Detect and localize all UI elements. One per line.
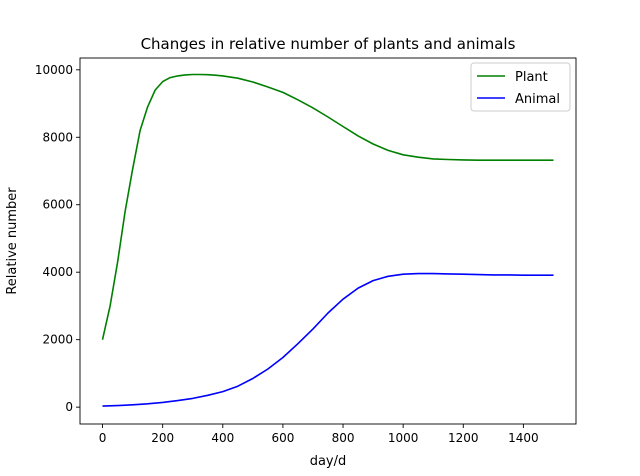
x-axis-label: day/d bbox=[310, 454, 347, 469]
plot-area: 0 200 400 600 800 1000 1200 1400 0 2000 4000 6000 80… bbox=[35, 57, 577, 445]
y-tick-label: 8000 bbox=[42, 130, 73, 144]
y-tick-label: 10000 bbox=[35, 63, 73, 77]
x-tick-label: 0 bbox=[99, 431, 107, 445]
legend-box bbox=[470, 62, 571, 112]
legend-label-animal: Animal bbox=[515, 92, 560, 107]
x-tick-label: 1400 bbox=[508, 431, 539, 445]
legend-label-plant: Plant bbox=[515, 70, 548, 85]
x-tick-label: 400 bbox=[211, 431, 234, 445]
x-tick-label: 1200 bbox=[448, 431, 479, 445]
y-tick-label: 0 bbox=[65, 400, 73, 414]
y-tick-label: 4000 bbox=[42, 265, 73, 279]
x-tick-label: 200 bbox=[151, 431, 174, 445]
series-line-plant bbox=[101, 73, 554, 340]
series-line-animal bbox=[102, 272, 554, 407]
axes-frame bbox=[79, 57, 577, 425]
y-axis-label: Relative number bbox=[5, 187, 20, 295]
x-tick-label: 800 bbox=[332, 431, 355, 445]
chart-title: Changes in relative number of plants and… bbox=[141, 35, 516, 53]
x-tick-label: 600 bbox=[271, 431, 294, 445]
x-tick-label: 1000 bbox=[388, 431, 419, 445]
y-tick-label: 2000 bbox=[42, 333, 73, 347]
y-tick-label: 6000 bbox=[42, 198, 73, 212]
